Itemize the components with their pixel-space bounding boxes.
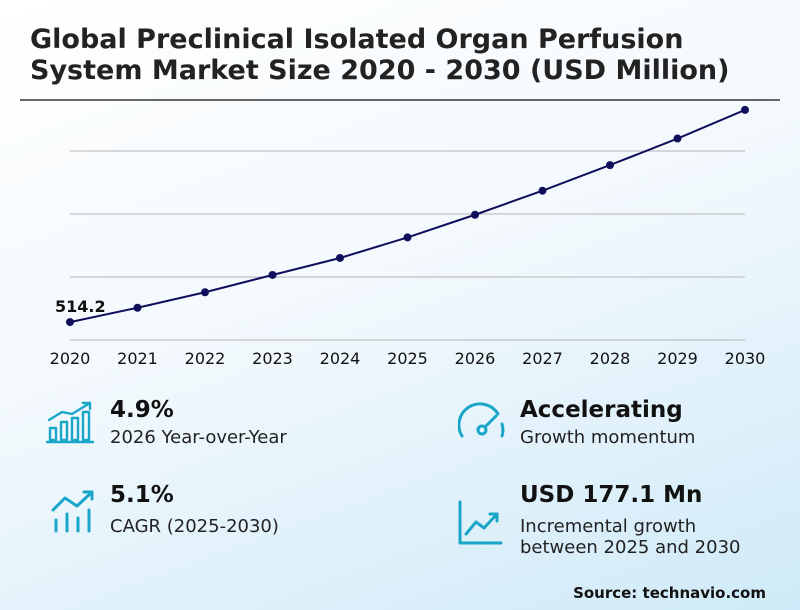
data-point (66, 318, 74, 327)
data-point (606, 161, 614, 170)
data-label: 514.2 (55, 297, 106, 316)
data-point (201, 288, 209, 297)
title-divider (20, 99, 780, 101)
data-point (336, 253, 344, 262)
yoy-growth-value: 4.9% (110, 397, 174, 423)
data-point (471, 210, 479, 219)
cagr-value: 5.1% (110, 482, 174, 508)
cagr-label: CAGR (2025-2030) (110, 516, 279, 537)
trend-bars-icon (50, 488, 96, 538)
x-tick-label: 2030 (725, 349, 766, 368)
speedometer-icon (457, 402, 506, 446)
x-axis: 2020 2021 2022 2023 2024 2025 2026 2027 2028 2029… (50, 339, 766, 368)
line-chart-up-icon (457, 500, 503, 550)
line-chart: 2020 2021 2022 2023 2024 2025 2026 2027 2028 2029… (50, 105, 766, 368)
x-tick-label: 2022 (185, 349, 226, 368)
data-point (268, 270, 277, 279)
data-point (538, 186, 547, 195)
series-line-layer (69, 109, 746, 324)
momentum-value: Accelerating (520, 397, 683, 423)
x-tick-label: 2023 (252, 349, 293, 368)
x-tick-label: 2021 (117, 349, 158, 368)
momentum-label: Growth momentum (520, 427, 696, 448)
data-points (66, 105, 749, 327)
x-tick-label: 2026 (455, 349, 496, 368)
x-tick-label: 2027 (522, 349, 563, 368)
x-tick-label: 2024 (320, 349, 361, 368)
data-labels: 514.2 (55, 297, 106, 316)
chart-title: Global Preclinical Isolated Organ Perfus… (30, 24, 730, 86)
x-tick-label: 2020 (50, 349, 91, 368)
x-tick-label: 2028 (590, 349, 631, 368)
data-point (741, 105, 749, 114)
incremental-growth-value: USD 177.1 Mn (520, 482, 703, 508)
gridlines (70, 150, 745, 278)
yoy-growth-label: 2026 Year-over-Year (110, 427, 287, 448)
source-credit: Source: technavio.com (573, 584, 766, 602)
bar-chart-growth-icon (45, 400, 95, 448)
x-tick-label: 2025 (387, 349, 428, 368)
incremental-growth-label-line2: between 2025 and 2030 (520, 537, 741, 558)
data-point (673, 134, 682, 143)
x-tick-label: 2029 (657, 349, 698, 368)
incremental-growth-label-line1: Incremental growth (520, 516, 697, 537)
series-line (69, 109, 746, 324)
data-point (133, 303, 142, 312)
data-point (403, 233, 412, 242)
